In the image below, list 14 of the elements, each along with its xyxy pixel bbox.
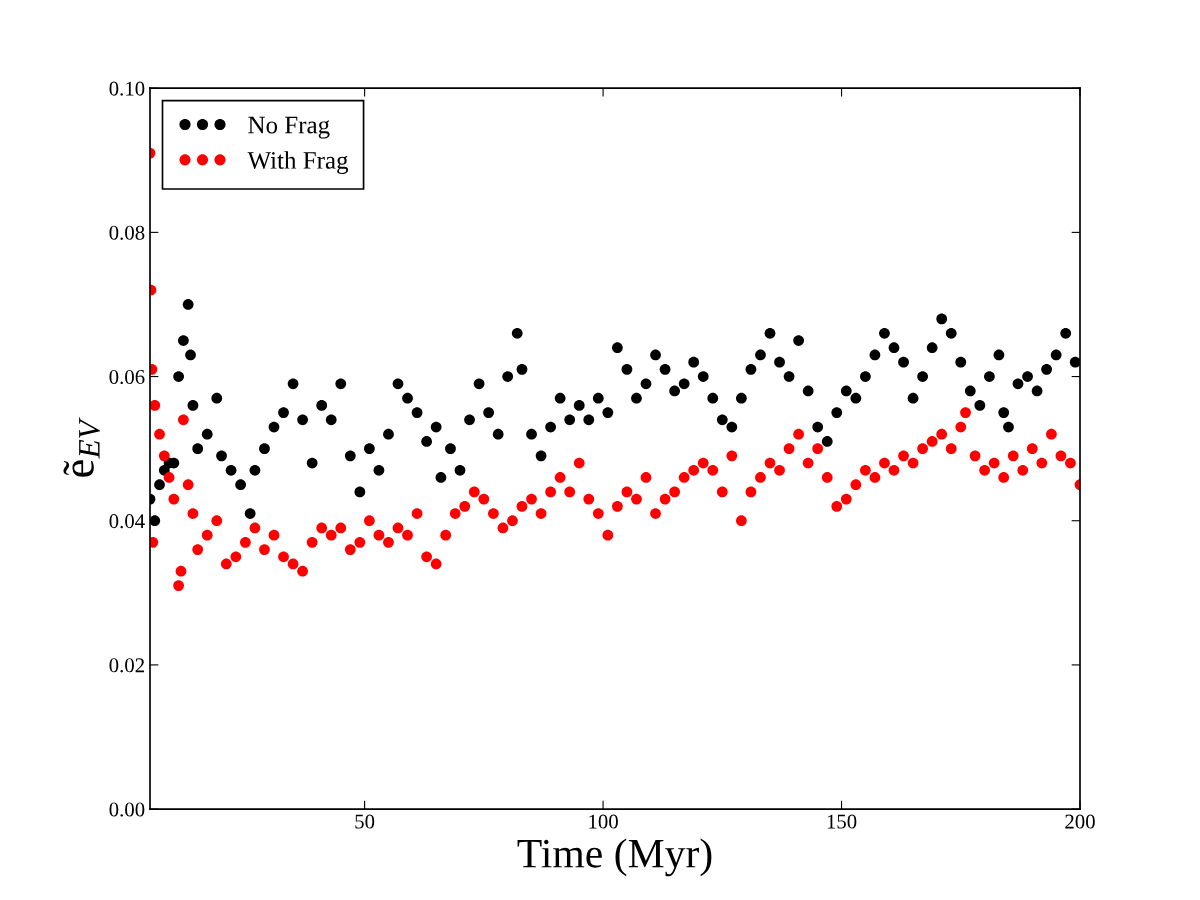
y-tick-label: 0.02 (109, 658, 144, 673)
x-tick-label: 150 (827, 814, 857, 829)
legend-label: With Frag (247, 151, 349, 174)
y-axis-title: ẽ$_{EV}$ (63, 417, 100, 477)
y-tick-label: 0.06 (109, 369, 145, 385)
y-tick-label: 0.10 (109, 81, 145, 96)
y-tick-label: 0.04 (109, 514, 145, 529)
x-tick-label: 200 (1065, 814, 1095, 829)
x-axis-title: Time (Myr) (517, 838, 712, 877)
x-tick-label: 50 (355, 814, 375, 829)
y-tick-label: 0.08 (109, 225, 145, 240)
y-tick-label: 0.00 (109, 802, 145, 817)
legend-label: No Frag (248, 116, 330, 139)
x-tick-label: 100 (589, 814, 618, 829)
